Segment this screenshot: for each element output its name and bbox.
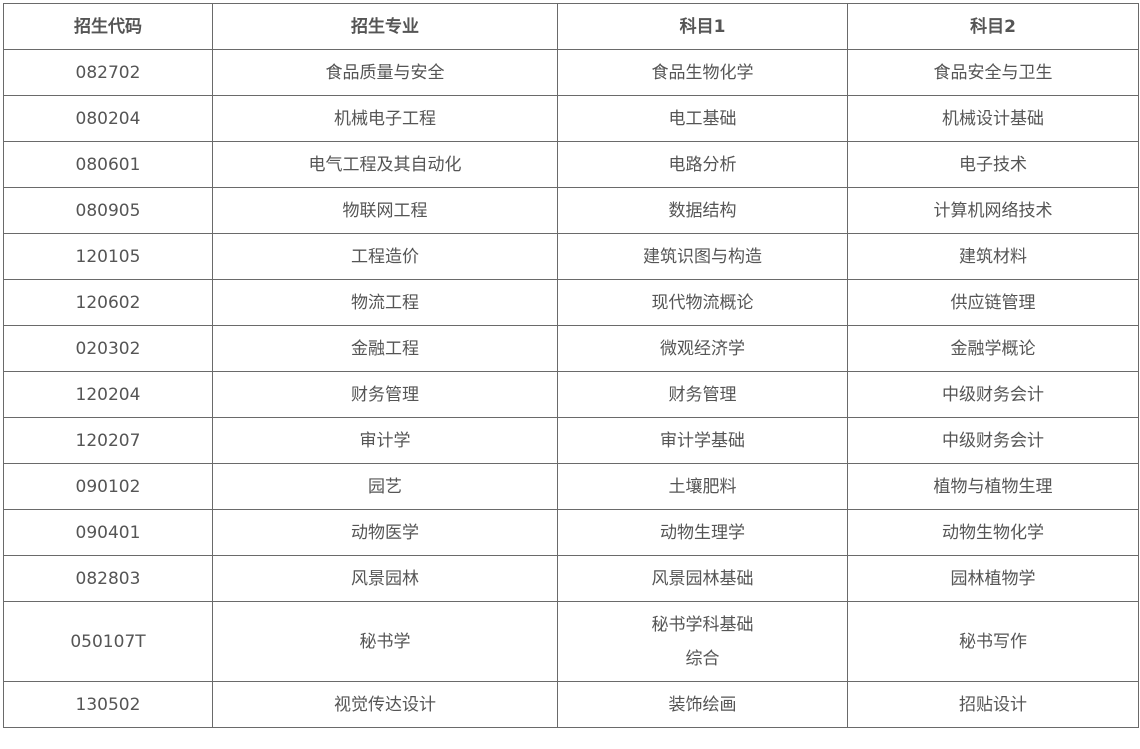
cell-subject-1: 秘书学科基础 综合: [557, 601, 848, 682]
cell-subject-2: 秘书写作: [847, 601, 1139, 682]
cell-subject-1: 动物生理学: [557, 509, 848, 556]
cell-subject-2: 食品安全与卫生: [847, 49, 1139, 96]
cell-subject-1: 数据结构: [557, 187, 848, 234]
cell-subject-1: 建筑识图与构造: [557, 233, 848, 280]
cell-subject-1: 装饰绘画: [557, 681, 848, 728]
cell-code: 050107T: [3, 601, 213, 682]
cell-code: 120204: [3, 371, 213, 418]
header-subject-2: 科目2: [847, 3, 1139, 50]
table-row: 080601 电气工程及其自动化 电路分析 电子技术: [3, 141, 1139, 188]
cell-subject-1: 电路分析: [557, 141, 848, 188]
header-subject-1: 科目1: [557, 3, 848, 50]
table-row: 120204 财务管理 财务管理 中级财务会计: [3, 371, 1139, 418]
table-row: 120105 工程造价 建筑识图与构造 建筑材料: [3, 233, 1139, 280]
table-row: 090102 园艺 土壤肥料 植物与植物生理: [3, 463, 1139, 510]
header-code: 招生代码: [3, 3, 213, 50]
cell-major: 食品质量与安全: [212, 49, 558, 96]
cell-subject-1: 食品生物化学: [557, 49, 848, 96]
cell-subject-2: 植物与植物生理: [847, 463, 1139, 510]
cell-major: 物联网工程: [212, 187, 558, 234]
cell-subject-2: 动物生物化学: [847, 509, 1139, 556]
cell-subject-2: 机械设计基础: [847, 95, 1139, 142]
cell-major: 园艺: [212, 463, 558, 510]
header-row: 招生代码 招生专业 科目1 科目2: [3, 3, 1139, 50]
cell-subject-2: 供应链管理: [847, 279, 1139, 326]
cell-subject-1: 电工基础: [557, 95, 848, 142]
cell-major: 风景园林: [212, 555, 558, 602]
cell-subject-1: 现代物流概论: [557, 279, 848, 326]
cell-code: 090401: [3, 509, 213, 556]
cell-subject-2: 金融学概论: [847, 325, 1139, 372]
cell-major: 物流工程: [212, 279, 558, 326]
table-row: 080204 机械电子工程 电工基础 机械设计基础: [3, 95, 1139, 142]
cell-major: 金融工程: [212, 325, 558, 372]
cell-major: 动物医学: [212, 509, 558, 556]
cell-major: 电气工程及其自动化: [212, 141, 558, 188]
cell-subject-2: 中级财务会计: [847, 417, 1139, 464]
cell-subject-2: 计算机网络技术: [847, 187, 1139, 234]
cell-subject-1: 审计学基础: [557, 417, 848, 464]
cell-code: 120105: [3, 233, 213, 280]
cell-subject-2: 园林植物学: [847, 555, 1139, 602]
cell-code: 120207: [3, 417, 213, 464]
cell-subject-1: 风景园林基础: [557, 555, 848, 602]
cell-code: 090102: [3, 463, 213, 510]
cell-code: 082803: [3, 555, 213, 602]
table-row: 082702 食品质量与安全 食品生物化学 食品安全与卫生: [3, 49, 1139, 96]
cell-subject-1: 财务管理: [557, 371, 848, 418]
table-row: 130502 视觉传达设计 装饰绘画 招贴设计: [3, 681, 1139, 728]
cell-major: 机械电子工程: [212, 95, 558, 142]
cell-code: 120602: [3, 279, 213, 326]
cell-subject-1: 微观经济学: [557, 325, 848, 372]
table-row: 082803 风景园林 风景园林基础 园林植物学: [3, 555, 1139, 602]
cell-subject-2: 建筑材料: [847, 233, 1139, 280]
cell-major: 工程造价: [212, 233, 558, 280]
table-row: 050107T 秘书学 秘书学科基础 综合 秘书写作: [3, 601, 1139, 682]
cell-subject-2: 电子技术: [847, 141, 1139, 188]
cell-code: 130502: [3, 681, 213, 728]
cell-major: 视觉传达设计: [212, 681, 558, 728]
enrollment-subjects-table: 招生代码 招生专业 科目1 科目2 082702 食品质量与安全 食品生物化学 食品安全与卫…: [3, 3, 1139, 728]
cell-code: 082702: [3, 49, 213, 96]
table-row: 120207 审计学 审计学基础 中级财务会计: [3, 417, 1139, 464]
cell-subject-1: 土壤肥料: [557, 463, 848, 510]
table-row: 090401 动物医学 动物生理学 动物生物化学: [3, 509, 1139, 556]
cell-code: 080204: [3, 95, 213, 142]
cell-code: 080905: [3, 187, 213, 234]
cell-major: 秘书学: [212, 601, 558, 682]
cell-code: 020302: [3, 325, 213, 372]
table-row: 120602 物流工程 现代物流概论 供应链管理: [3, 279, 1139, 326]
table-row: 080905 物联网工程 数据结构 计算机网络技术: [3, 187, 1139, 234]
cell-code: 080601: [3, 141, 213, 188]
cell-major: 审计学: [212, 417, 558, 464]
header-major: 招生专业: [212, 3, 558, 50]
cell-subject-2: 招贴设计: [847, 681, 1139, 728]
cell-subject-2: 中级财务会计: [847, 371, 1139, 418]
cell-major: 财务管理: [212, 371, 558, 418]
table-row: 020302 金融工程 微观经济学 金融学概论: [3, 325, 1139, 372]
